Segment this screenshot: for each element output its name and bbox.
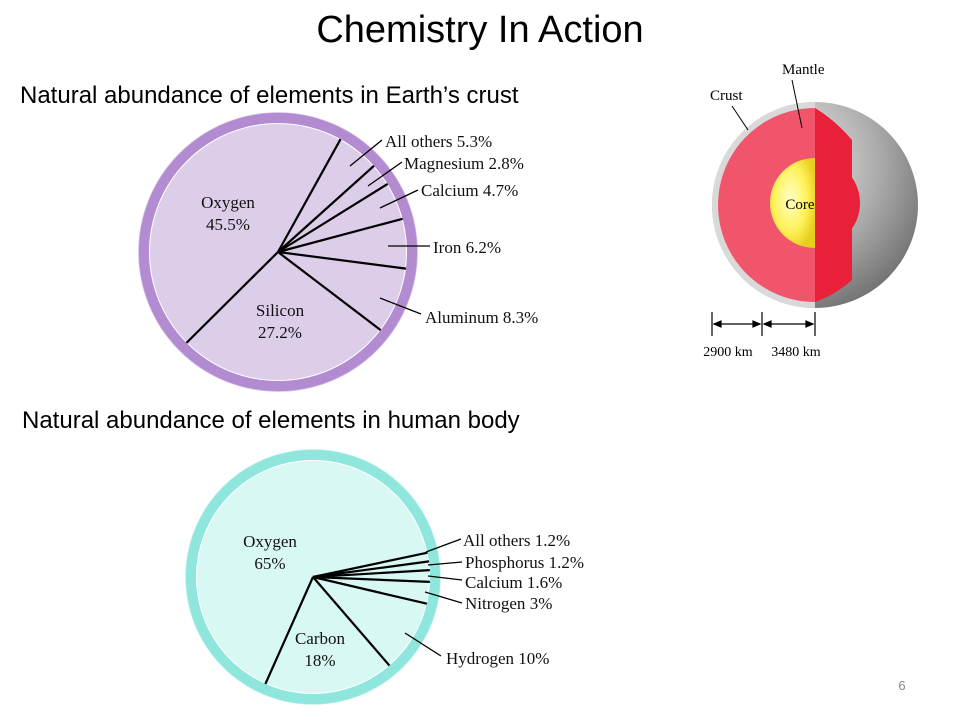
leader-line (404, 632, 442, 657)
slice-label: Nitrogen 3% (465, 594, 552, 613)
slice-label: Aluminum 8.3% (425, 308, 538, 327)
slice-divider (277, 250, 407, 270)
slice-label: Carbon (295, 629, 346, 648)
leader-line (379, 297, 422, 315)
slice-name: Calcium (421, 181, 479, 200)
pie-ring-edge (138, 112, 418, 392)
leader-line (379, 189, 419, 209)
slice-divider (185, 251, 279, 344)
slice-name: Aluminum (425, 308, 499, 327)
slice-name: Calcium (465, 573, 523, 592)
slice-label: Oxygen (201, 193, 255, 212)
slide-title: Chemistry In Action (316, 9, 643, 51)
slice-value: 8.3% (503, 308, 538, 327)
mantle-cut (718, 108, 815, 302)
leader-line (425, 538, 462, 553)
core-cut (770, 158, 815, 248)
slice-value: 5.3% (457, 132, 492, 151)
slice-name: Nitrogen (465, 594, 526, 613)
slice-name: Iron (433, 238, 462, 257)
slice-name: Hydrogen (446, 649, 514, 668)
leader-line (427, 575, 463, 581)
slice-divider (277, 251, 382, 332)
pie-slice (265, 577, 389, 693)
slice-divider (312, 575, 430, 583)
slice-value: 18% (304, 651, 335, 670)
pie-slice (313, 570, 429, 582)
slice-value: 6.2% (466, 238, 501, 257)
slice-name: All others (463, 531, 531, 550)
slice-divider (312, 575, 428, 605)
slice-value: 3% (530, 594, 553, 613)
pie-chart: All others 5.3% Magnesium 2.8% Calcium 4.7… (138, 112, 538, 392)
dimension-label: 3480 km (771, 345, 821, 360)
slice-name: Magnesium (404, 154, 484, 173)
slice-divider (312, 551, 428, 579)
slice-value: 45.5% (206, 215, 250, 234)
slice-name: Phosphorus (465, 553, 544, 572)
leader-line (424, 591, 463, 604)
pie-slice (278, 140, 374, 252)
pie-slice (278, 184, 402, 252)
leader (731, 105, 749, 131)
slice-label: All others 5.3% (385, 132, 492, 151)
mantle-label: Mantle (782, 62, 825, 78)
slice-value: 1.2% (549, 553, 584, 572)
slice-value: 10% (518, 649, 549, 668)
slice-divider (277, 183, 389, 253)
slice-divider (312, 560, 430, 579)
slice-label: Magnesium 2.8% (404, 154, 524, 173)
earth-diagram: Core Mantle Crust 2900 km 3480 km (703, 62, 918, 360)
pie-slice (187, 252, 380, 380)
slice-name: All others (385, 132, 453, 151)
slice-label: Iron 6.2% (433, 238, 501, 257)
slice-value: 1.6% (527, 573, 562, 592)
slice-label: Oxygen (243, 532, 297, 551)
core-label: Core (785, 197, 815, 213)
pie-slice (149, 123, 341, 343)
pie-chart: All others 1.2%Phosphorus 1.2%Calcium 1.… (185, 449, 584, 705)
slice-label: Phosphorus 1.2% (465, 553, 584, 572)
dimension-label: 2900 km (703, 345, 753, 360)
pie-slice (278, 252, 405, 330)
slice-divider (264, 576, 315, 685)
core-side (815, 158, 860, 248)
slice-label: Hydrogen 10% (446, 649, 549, 668)
slice-label: Calcium 4.7% (421, 181, 518, 200)
slice-value: 27.2% (258, 323, 302, 342)
chart-title: Natural abundance of elements in human b… (22, 407, 520, 434)
page-number: 6 (898, 678, 905, 693)
slice-divider (277, 138, 342, 253)
slice-value: 1.2% (535, 531, 570, 550)
slice-value: 2.8% (489, 154, 524, 173)
crust-label: Crust (710, 88, 743, 104)
slice-label: All others 1.2% (463, 531, 570, 550)
pie-slice (196, 460, 427, 683)
slice-label: Calcium 1.6% (465, 573, 562, 592)
leader-line (427, 561, 463, 566)
slice-divider (277, 217, 403, 254)
slice-label: Silicon (256, 301, 305, 320)
leader (791, 79, 803, 129)
chart-title: Natural abundance of elements in Earth’s… (20, 82, 519, 109)
slice-divider (277, 164, 375, 253)
leader-line (349, 139, 383, 167)
slice-value: 4.7% (483, 181, 518, 200)
pie-ring (139, 113, 417, 391)
slice-divider (312, 576, 391, 667)
slice-value: 65% (254, 554, 285, 573)
leader-line (367, 161, 403, 187)
dimension-lines (711, 312, 816, 336)
pie-slice (313, 577, 426, 665)
pie-slice (278, 166, 387, 252)
slice-divider (312, 569, 430, 579)
